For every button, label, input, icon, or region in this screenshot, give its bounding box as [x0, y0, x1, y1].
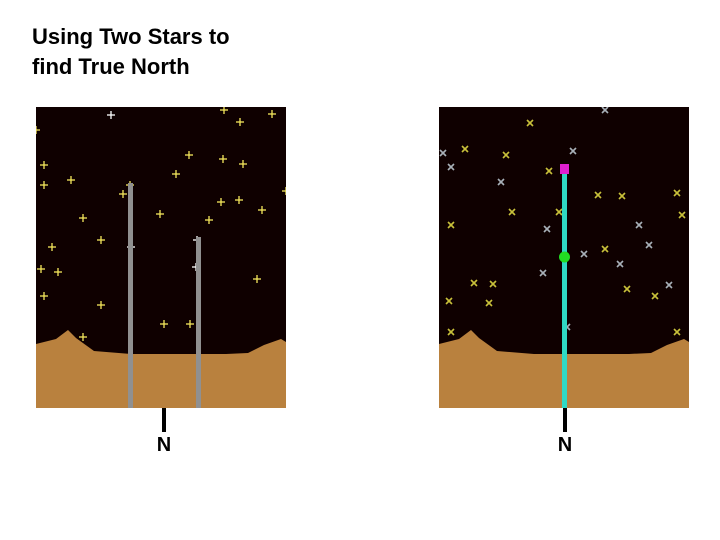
- left-star-30: [40, 292, 48, 300]
- left-ground: [36, 330, 286, 408]
- left-star-25: [54, 268, 62, 276]
- left-night-sky-panel: [36, 107, 286, 408]
- right-star-gray-13: [543, 225, 551, 233]
- right-star-yellow-10: [673, 189, 681, 197]
- right-star-yellow-7: [447, 221, 455, 229]
- right-star-gray-12: [665, 281, 673, 289]
- right-star-yellow-15: [485, 299, 493, 307]
- left-star-3: [236, 118, 244, 126]
- right-star-yellow-1: [526, 119, 534, 127]
- left-star-11: [239, 160, 247, 168]
- right-star-yellow-13: [489, 280, 497, 288]
- right-star-gray-10: [539, 269, 547, 277]
- right-star-gray-4: [497, 178, 505, 186]
- right-star-gray-2: [439, 149, 447, 157]
- left-star-10: [219, 155, 227, 163]
- left-star-32: [160, 320, 168, 328]
- title-line-1: Using Two Stars to: [32, 24, 230, 49]
- right-midpoint-marker: [559, 251, 570, 263]
- left-star-33: [186, 320, 194, 328]
- left-star-7: [40, 181, 48, 189]
- right-star-gray-5: [569, 147, 577, 155]
- right-star-gray-9: [580, 250, 588, 258]
- right-star-yellow-18: [651, 292, 659, 300]
- left-north-label: N: [156, 434, 172, 456]
- left-star-34: [79, 333, 87, 341]
- right-north-label: N: [557, 434, 573, 456]
- left-star-17: [156, 210, 164, 218]
- right-star-gray-6: [635, 221, 643, 229]
- left-star-4: [268, 110, 276, 118]
- left-star-15: [282, 187, 286, 195]
- right-star-yellow-3: [502, 151, 510, 159]
- left-star-29: [253, 275, 261, 283]
- right-star-yellow-19: [673, 328, 681, 336]
- right-star-yellow-14: [470, 279, 478, 287]
- title-line-2: find True North: [32, 54, 190, 79]
- right-star-gray-8: [616, 260, 624, 268]
- right-star-yellow-16: [445, 297, 453, 305]
- left-star-14: [119, 190, 127, 198]
- left-star-18: [205, 216, 213, 224]
- right-star-yellow-8: [594, 191, 602, 199]
- right-night-sky-panel: [439, 107, 689, 408]
- left-north-tick: [162, 408, 166, 432]
- right-star-yellow-11: [678, 211, 686, 219]
- right-star-gray-1: [601, 107, 609, 114]
- left-star-5: [36, 126, 40, 134]
- right-north-tick: [563, 408, 567, 432]
- page-title: Using Two Stars to find True North: [32, 22, 230, 82]
- left-star-31: [97, 301, 105, 309]
- left-guide-line-2: [196, 237, 201, 408]
- left-star-12: [172, 170, 180, 178]
- left-star-1: [107, 111, 115, 119]
- right-star-yellow-5: [555, 208, 563, 216]
- left-star-22: [97, 236, 105, 244]
- left-star-21: [258, 206, 266, 214]
- left-star-9: [185, 151, 193, 159]
- right-star-gray-7: [645, 241, 653, 249]
- left-star-8: [67, 176, 75, 184]
- left-star-6: [40, 161, 48, 169]
- right-star-yellow-17: [623, 285, 631, 293]
- right-sky-drawing: [439, 107, 689, 408]
- right-star-yellow-4: [545, 167, 553, 175]
- left-sky-drawing: [36, 107, 286, 408]
- right-north-line: [562, 169, 567, 408]
- left-star-20: [235, 196, 243, 204]
- left-star-16: [79, 214, 87, 222]
- left-star-23: [48, 243, 56, 251]
- left-star-19: [217, 198, 225, 206]
- right-star-yellow-2: [461, 145, 469, 153]
- right-top-star-marker: [560, 164, 569, 174]
- left-star-2: [220, 107, 228, 114]
- left-guide-line-1: [128, 183, 133, 408]
- right-star-yellow-9: [618, 192, 626, 200]
- left-star-24: [37, 265, 45, 273]
- right-star-yellow-12: [601, 245, 609, 253]
- right-star-yellow-20: [447, 328, 455, 336]
- right-star-yellow-6: [508, 208, 516, 216]
- right-star-gray-3: [447, 163, 455, 171]
